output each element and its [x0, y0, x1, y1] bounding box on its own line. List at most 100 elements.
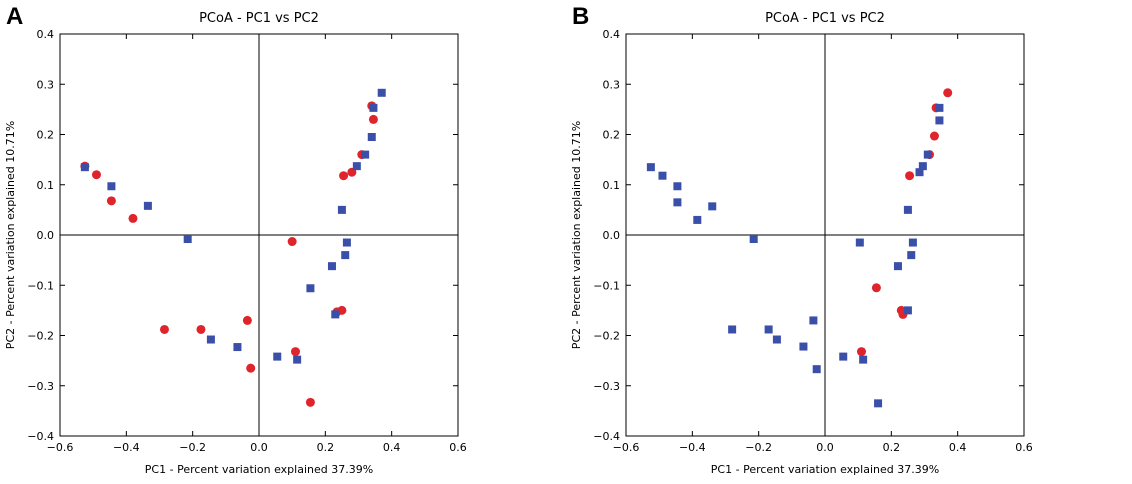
data-point-blue-square — [855, 238, 864, 247]
data-point-red-circle — [339, 171, 349, 181]
data-point-blue-square — [342, 238, 351, 247]
data-point-blue-square — [367, 133, 376, 142]
data-point-blue-square — [859, 355, 868, 364]
data-point-blue-square — [893, 262, 902, 271]
pcoa-chart-a: A PCoA - PC1 vs PC2−0.6 −0.4 −0.2 0.0 0.2 0.4 0… — [4, 3, 467, 476]
data-point-red-circle — [290, 347, 300, 357]
x-tick-label: 0.2 — [883, 441, 901, 454]
chart-title: PCoA - PC1 vs PC2 — [765, 11, 885, 26]
x-tick-label: 0.6 — [449, 441, 467, 454]
data-point-blue-square — [918, 162, 927, 171]
data-point-red-circle — [929, 131, 939, 141]
data-point-blue-square — [799, 342, 808, 351]
x-tick-label: 0.0 — [816, 441, 834, 454]
data-point-red-circle — [871, 283, 881, 293]
y-tick-label: 0.2 — [603, 129, 621, 142]
y-tick-label: −0.4 — [593, 430, 620, 443]
y-tick-label: −0.3 — [593, 380, 620, 393]
data-point-red-circle — [287, 237, 297, 247]
data-point-blue-square — [903, 306, 912, 315]
data-point-blue-square — [369, 103, 378, 112]
data-point-blue-square — [80, 163, 89, 172]
x-tick-label: 0.0 — [250, 441, 268, 454]
data-point-red-circle — [905, 171, 915, 181]
data-point-blue-square — [728, 325, 737, 334]
series-red-circles — [856, 88, 953, 357]
data-point-blue-square — [337, 205, 346, 214]
x-tick-label: 0.2 — [317, 441, 335, 454]
x-tick-label: 0.4 — [949, 441, 967, 454]
x-tick-label: 0.6 — [1015, 441, 1033, 454]
data-point-red-circle — [242, 315, 252, 325]
data-point-red-circle — [128, 213, 138, 223]
data-point-blue-square — [341, 251, 350, 260]
data-point-blue-square — [273, 352, 282, 361]
y-tick-label: 0.0 — [37, 229, 55, 242]
data-point-red-circle — [943, 88, 953, 98]
data-point-blue-square — [646, 163, 655, 172]
data-point-red-circle — [91, 170, 101, 180]
data-point-blue-square — [107, 182, 116, 191]
data-point-blue-square — [183, 235, 192, 244]
x-tick-label: −0.4 — [679, 441, 706, 454]
panel-label: A — [6, 3, 23, 30]
data-point-blue-square — [915, 168, 924, 177]
data-point-blue-square — [935, 116, 944, 125]
x-tick-label: −0.2 — [179, 441, 206, 454]
data-point-red-circle — [246, 363, 256, 373]
data-point-blue-square — [206, 335, 215, 344]
y-tick-label: 0.4 — [37, 28, 55, 41]
x-tick-label: −0.4 — [113, 441, 140, 454]
y-tick-label: 0.1 — [37, 179, 55, 192]
y-tick-label: 0.1 — [603, 179, 621, 192]
y-tick-label: −0.2 — [27, 330, 54, 343]
y-axis-label: PC2 - Percent variation explained 10.71% — [4, 121, 17, 349]
y-tick-label: 0.2 — [37, 129, 55, 142]
data-point-blue-square — [923, 150, 932, 159]
y-tick-label: −0.3 — [27, 380, 54, 393]
data-point-blue-square — [764, 325, 773, 334]
data-point-red-circle — [106, 196, 116, 206]
data-point-blue-square — [907, 251, 916, 260]
x-tick-label: −0.2 — [745, 441, 772, 454]
y-tick-label: −0.1 — [593, 279, 620, 292]
data-point-blue-square — [352, 162, 361, 171]
data-point-blue-square — [377, 88, 386, 97]
data-point-blue-square — [293, 355, 302, 364]
data-point-blue-square — [693, 215, 702, 224]
y-tick-label: −0.4 — [27, 430, 54, 443]
x-tick-label: 0.4 — [383, 441, 401, 454]
data-point-blue-square — [673, 198, 682, 207]
data-point-blue-square — [812, 365, 821, 374]
chart-title: PCoA - PC1 vs PC2 — [199, 11, 319, 26]
data-point-blue-square — [935, 103, 944, 112]
y-tick-label: −0.2 — [593, 330, 620, 343]
series-blue-squares — [646, 103, 944, 408]
panel-label: B — [572, 3, 589, 30]
data-point-blue-square — [772, 335, 781, 344]
data-point-red-circle — [856, 347, 866, 357]
y-axis-label: PC2 - Percent variation explained 10.71% — [570, 121, 583, 349]
y-tick-label: −0.1 — [27, 279, 54, 292]
series-blue-squares — [80, 88, 386, 364]
data-point-blue-square — [658, 171, 667, 180]
data-point-red-circle — [159, 324, 169, 334]
x-tick-label: −0.6 — [47, 441, 74, 454]
y-tick-label: 0.0 — [603, 229, 621, 242]
data-point-blue-square — [809, 316, 818, 325]
data-point-blue-square — [874, 399, 883, 408]
data-point-blue-square — [327, 262, 336, 271]
panel-a: A PCoA - PC1 vs PC2 −0.6 −0.4 −0.2 0.0 0.2 0.4 0… — [4, 3, 467, 476]
data-point-blue-square — [673, 182, 682, 191]
data-point-blue-square — [306, 284, 315, 293]
data-point-red-circle — [305, 397, 315, 407]
panel-b: B PCoA - PC1 vs PC2 −0.6 −0.4 −0.2 0.0 0.2 0.4 0… — [566, 0, 1132, 484]
x-axis-label: PC1 - Percent variation explained 37.39% — [145, 463, 373, 476]
data-point-blue-square — [708, 202, 717, 211]
x-axis-label: PC1 - Percent variation explained 37.39% — [711, 463, 939, 476]
y-tick-label: 0.4 — [603, 28, 621, 41]
data-point-blue-square — [331, 310, 340, 319]
data-point-blue-square — [233, 343, 242, 352]
data-point-blue-square — [839, 352, 848, 361]
data-point-blue-square — [143, 201, 152, 210]
